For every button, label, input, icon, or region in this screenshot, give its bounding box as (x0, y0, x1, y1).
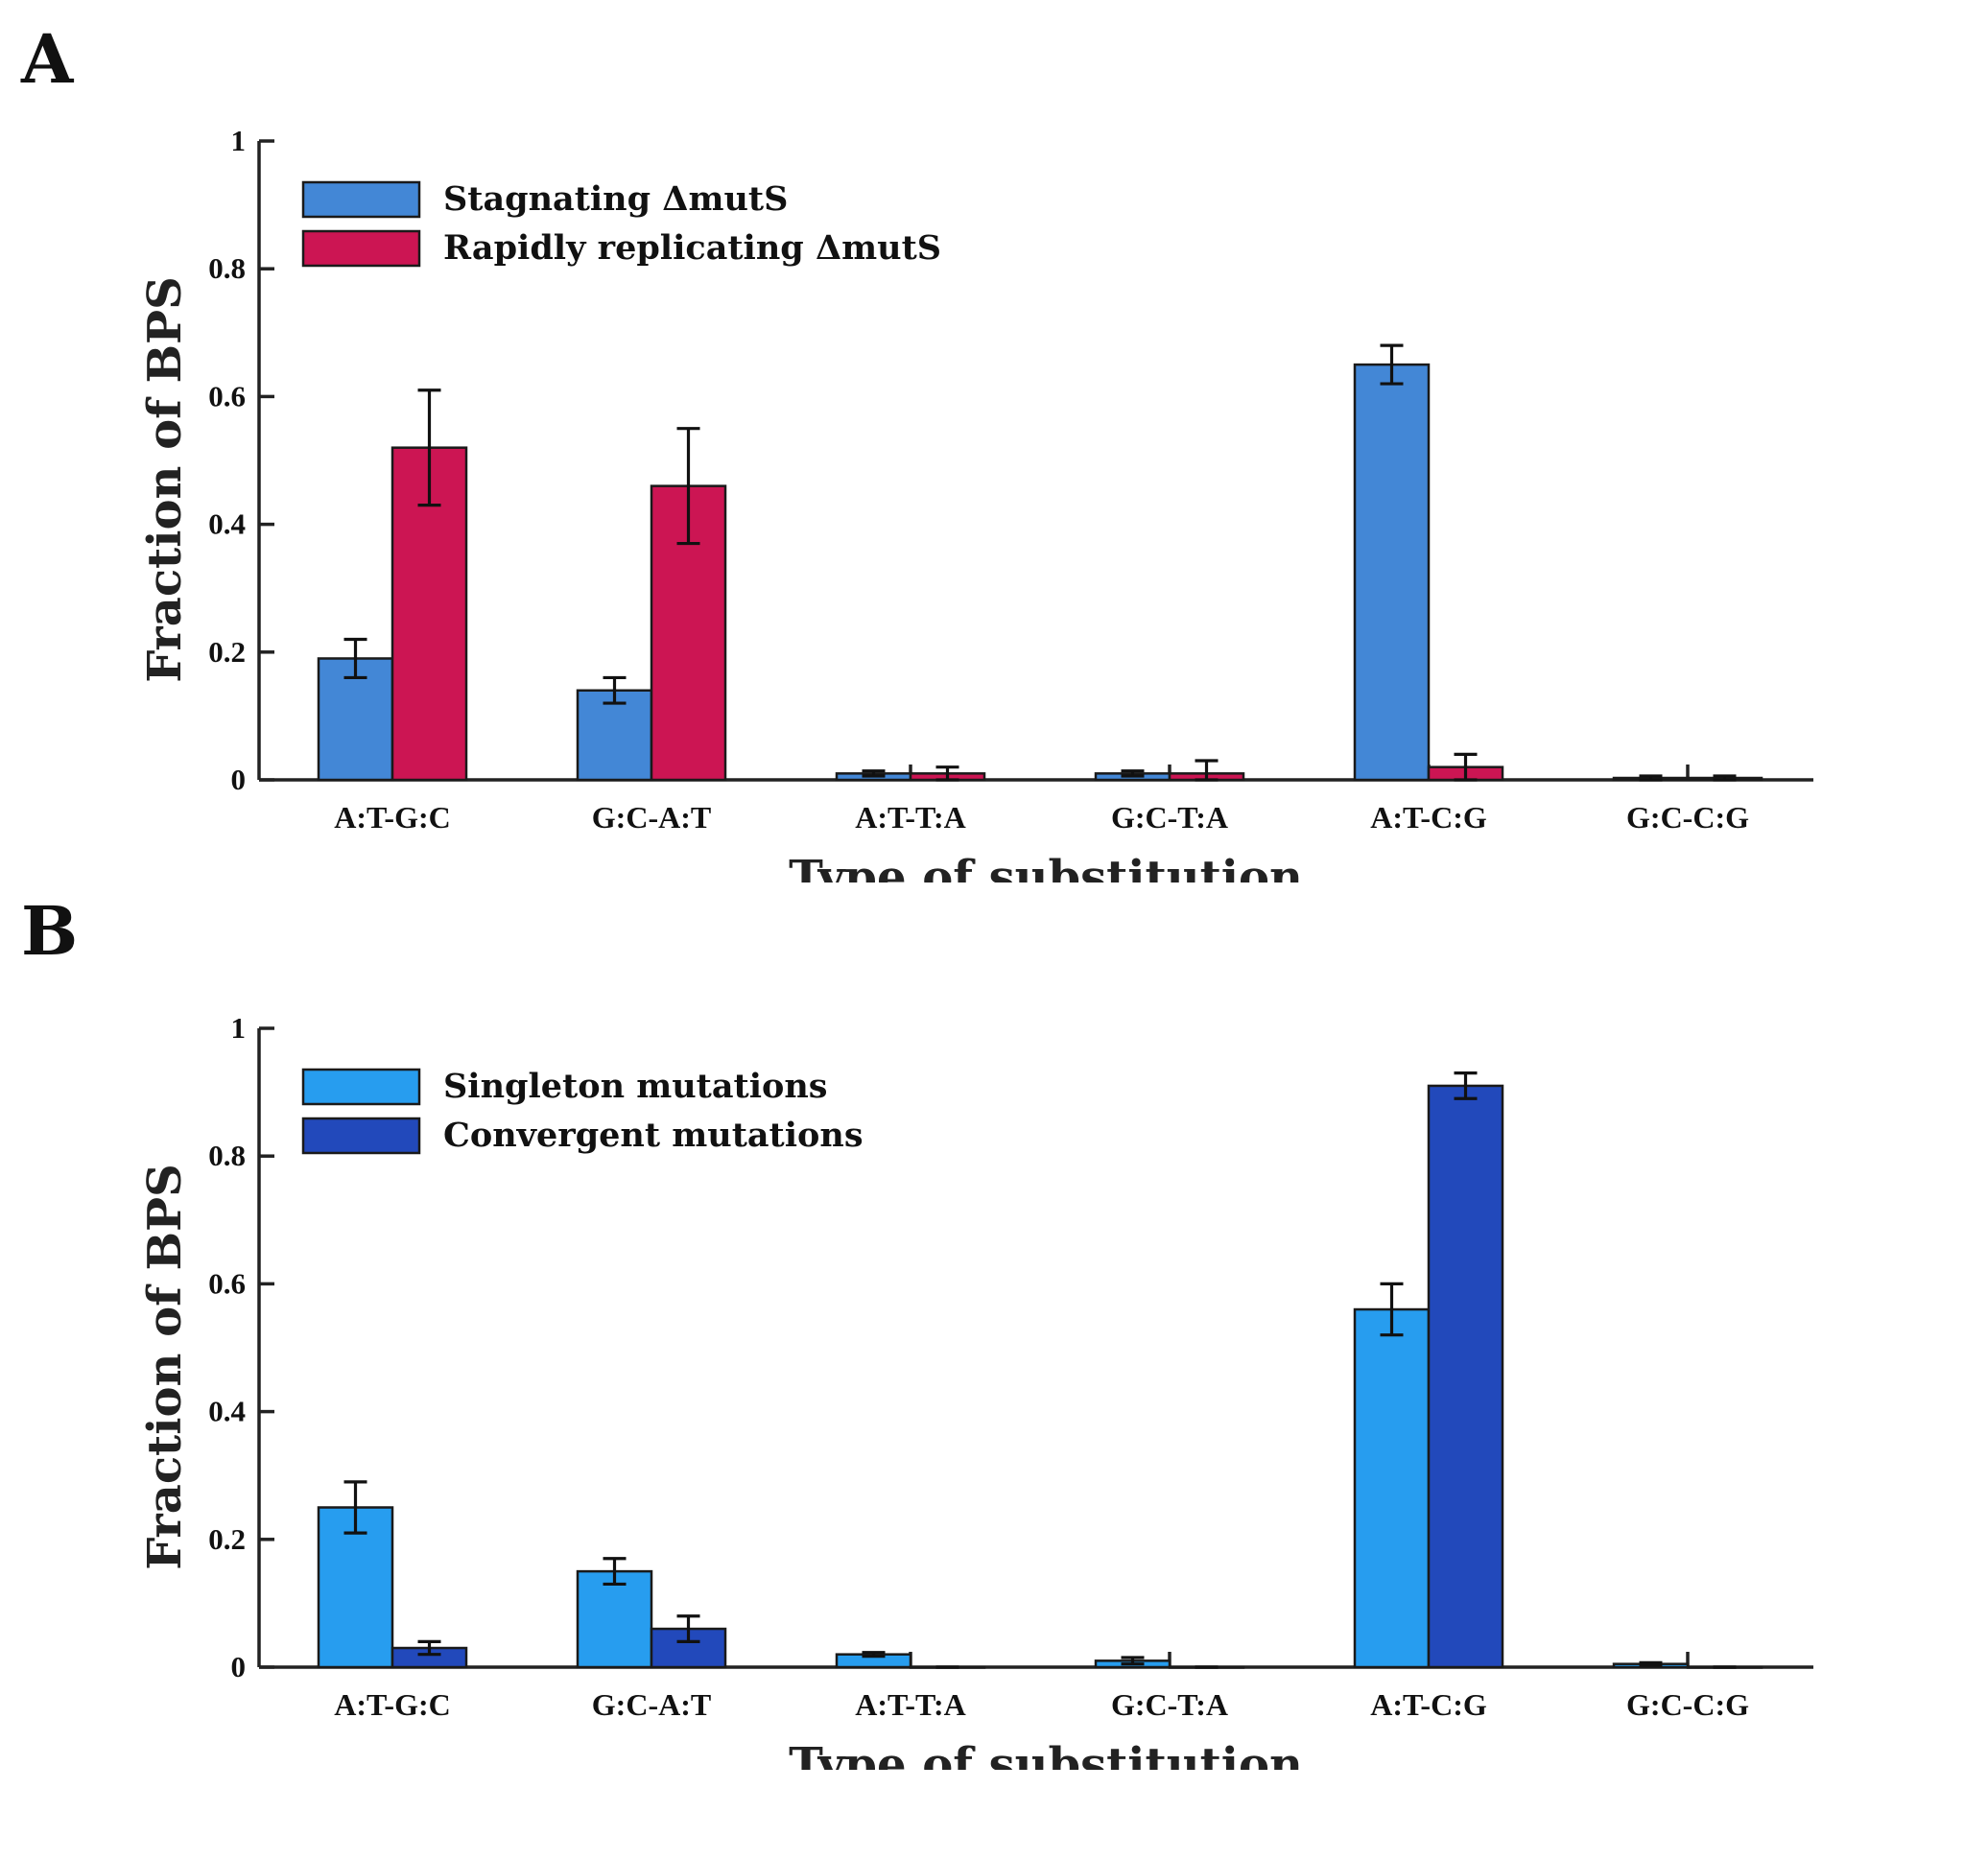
x-tick-label: A:T-T:A (855, 1687, 966, 1722)
y-tick-label: 0.6 (208, 1266, 246, 1300)
error-bar (1454, 1071, 1478, 1100)
legend: Stagnating ΔmutS Rapidly replicating Δmut… (301, 179, 941, 268)
y-tick-label: 0 (231, 763, 247, 796)
y-tick-label: 1 (231, 1011, 247, 1045)
legend-swatch (301, 1068, 421, 1106)
x-tick-label: A:T-G:C (334, 800, 450, 835)
error-bar (1195, 759, 1219, 782)
bar-chart-b: 0 0.2 0.4 0.6 0.8 1 A:T-G:C G:C-A:T A:T-T:A G:C-T… (138, 1011, 1813, 1770)
legend-entry: Singleton mutations (443, 1067, 827, 1106)
x-tick-label: G:C-C:G (1626, 800, 1749, 835)
error-bar (1380, 1282, 1404, 1337)
x-tick-label: A:T-C:G (1370, 1687, 1487, 1722)
y-tick-label: 0.2 (208, 1522, 246, 1556)
error-bar (1639, 1660, 1663, 1667)
error-bar (862, 769, 886, 778)
error-bar (343, 1480, 367, 1535)
y-tick-label: 0 (231, 1650, 247, 1683)
legend-entry: Stagnating ΔmutS (443, 179, 788, 219)
error-bar (1713, 774, 1737, 782)
x-tick-label: G:C-C:G (1626, 1687, 1749, 1722)
x-tick-label: A:T-G:C (334, 1687, 450, 1722)
bar-series1 (576, 689, 653, 782)
y-axis-label: Fraction of BPS (138, 276, 192, 683)
y-tick-label: 0.8 (208, 1139, 246, 1172)
y-tick-label: 0.6 (208, 379, 246, 412)
x-tick-label: A:T-T:A (855, 800, 966, 835)
bar-series1 (1353, 363, 1431, 782)
x-axis-label: Type of substitution (789, 1738, 1303, 1770)
error-bar (417, 1639, 441, 1657)
error-bar (676, 427, 700, 546)
chart-panel-b: B 0 0.2 0.4 0.6 0.8 1 A:T-G:C G:C-A:T A:T-T:A G:C… (0, 887, 1988, 1770)
error-bar (1121, 769, 1145, 778)
legend: Singleton mutations Convergent mutations (301, 1067, 864, 1155)
bar-series2 (1427, 1084, 1504, 1669)
y-tick-label: 0.8 (208, 251, 246, 285)
error-bar (417, 388, 441, 507)
bar-series1 (1353, 1307, 1431, 1669)
error-bar (1454, 752, 1478, 782)
y-tick-label: 1 (231, 124, 247, 157)
error-bar (1380, 343, 1404, 386)
y-tick-label: 0.4 (208, 507, 246, 541)
legend-entry: Convergent mutations (443, 1116, 864, 1155)
panel-label: A (21, 19, 74, 99)
x-axis-label: Type of substitution (789, 851, 1303, 882)
error-bar (603, 675, 627, 705)
error-bar (935, 765, 959, 782)
panel-label: B (21, 891, 79, 971)
error-bar (1639, 774, 1663, 782)
x-tick-label: A:T-C:G (1370, 800, 1487, 835)
x-tick-label: G:C-T:A (1111, 1687, 1228, 1722)
legend-swatch (301, 180, 421, 219)
legend-swatch (301, 229, 421, 268)
y-tick-label: 0.2 (208, 635, 246, 669)
bar-chart-a: 0 0.2 0.4 0.6 0.8 1 A:T-G:C G:C-A:T A:T-T:A G:C-T… (138, 124, 1813, 882)
x-tick-label: G:C-T:A (1111, 800, 1228, 835)
error-bar (1121, 1656, 1145, 1666)
y-tick-label: 0.4 (208, 1395, 246, 1428)
error-bar (603, 1557, 627, 1587)
bar-series1 (576, 1569, 653, 1669)
error-bar (862, 1651, 886, 1659)
error-bar (343, 637, 367, 680)
error-bar (676, 1614, 700, 1643)
legend-swatch (301, 1117, 421, 1155)
y-axis-label: Fraction of BPS (138, 1164, 192, 1570)
x-tick-label: G:C-A:T (592, 1687, 711, 1722)
chart-panel-a: A 0 0.2 0.4 0.6 0.8 1 A:T-G:C G:C-A:T A:T-T:A G:C… (0, 0, 1988, 882)
x-tick-label: G:C-A:T (592, 800, 711, 835)
legend-entry: Rapidly replicating ΔmutS (443, 228, 941, 268)
